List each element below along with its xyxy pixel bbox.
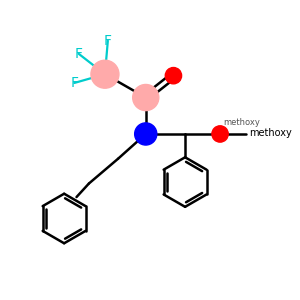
Circle shape <box>165 68 182 84</box>
Text: F: F <box>70 76 78 90</box>
Text: methoxy: methoxy <box>223 118 260 127</box>
Text: F: F <box>104 34 112 48</box>
Circle shape <box>212 126 228 142</box>
Circle shape <box>135 123 157 145</box>
Text: methoxy: methoxy <box>249 128 292 138</box>
Text: N: N <box>140 127 152 142</box>
Circle shape <box>91 60 119 88</box>
Text: F: F <box>75 47 83 61</box>
Circle shape <box>133 85 159 111</box>
Text: O: O <box>214 127 226 141</box>
Text: O: O <box>167 69 179 83</box>
